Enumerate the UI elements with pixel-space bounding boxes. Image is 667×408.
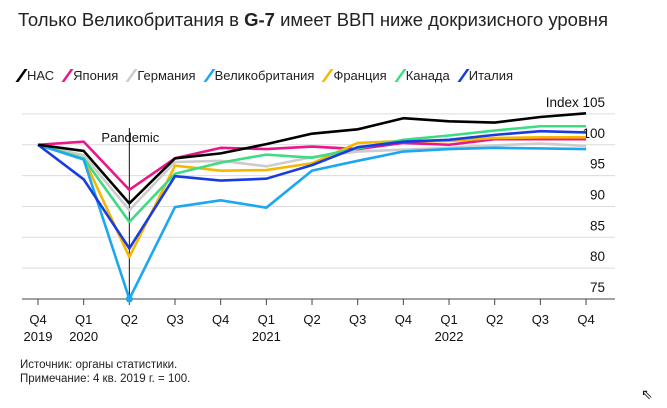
y-tick-label: 95 (590, 157, 605, 172)
x-tick-label: Q2 (486, 312, 503, 327)
series-line-6 (37, 129, 587, 250)
title-text-end: имеет ВВП ниже докризисного уровня (274, 9, 609, 30)
title-text: Только Великобритания в (18, 9, 245, 30)
footer: Источник: органы статистики. Примечание:… (20, 358, 190, 386)
chart-title: Только Великобритания в G-7 имеет ВВП ни… (18, 6, 638, 34)
legend-label: Япония (73, 68, 119, 83)
y-tick-label: 80 (590, 249, 605, 264)
legend-item: Германия (125, 68, 196, 83)
x-tick-label: Q3 (166, 312, 183, 327)
series-line-5 (37, 124, 587, 224)
legend-item: НАС (15, 68, 55, 83)
series-line-2 (37, 142, 587, 212)
series-line-4 (37, 136, 587, 259)
y-tick-label: 90 (590, 187, 605, 202)
y-tick-label: 85 (590, 218, 605, 233)
legend-label: Франция (333, 68, 387, 83)
x-tick-year: 2020 (69, 329, 98, 344)
legend-label: Германия (137, 68, 196, 83)
y-tick-label: 75 (590, 280, 605, 295)
series-line-0 (37, 111, 587, 205)
x-tick-year: 2022 (435, 329, 464, 344)
x-tick-label: Q3 (349, 312, 366, 327)
x-tick-label: Q1 (440, 312, 457, 327)
x-tick-label: Q2 (121, 312, 138, 327)
title-bold: G-7 (244, 9, 275, 30)
legend-label: Великобритания (214, 68, 315, 83)
legend-label: Канада (405, 68, 450, 83)
legend-item: Канада (394, 68, 450, 83)
x-tick-label: Q4 (395, 312, 412, 327)
x-tick-label: Q1 (258, 312, 275, 327)
x-tick-year: 2019 (24, 329, 53, 344)
source-note: Источник: органы статистики. (20, 359, 178, 371)
y-tick-label: Index 105 (546, 95, 605, 110)
x-tick-label: Q3 (532, 312, 549, 327)
legend-item: Япония (61, 68, 119, 83)
x-tick-year: 2021 (252, 329, 281, 344)
mouse-cursor-icon: ⇖ (641, 386, 653, 402)
x-tick-label: Q4 (29, 312, 46, 327)
uk-min-point (125, 295, 133, 303)
footnote: Примечание: 4 кв. 2019 г. = 100. (20, 373, 191, 385)
y-tick-label: 100 (582, 126, 605, 141)
legend-item: Франция (321, 68, 387, 83)
x-tick-label: Q2 (303, 312, 320, 327)
legend-item: Великобритания (203, 68, 315, 83)
pandemic-label: Pandemic (101, 130, 159, 145)
legend: НАС Япония Германия Великобритания Франция Ка… (15, 68, 514, 83)
legend-label: Италия (468, 68, 514, 83)
legend-item: Италия (457, 68, 514, 83)
x-tick-label: Q4 (212, 312, 229, 327)
x-tick-label: Q1 (75, 312, 92, 327)
series-line-3 (37, 143, 587, 301)
legend-label: НАС (27, 68, 55, 83)
x-tick-label: Q4 (577, 312, 594, 327)
